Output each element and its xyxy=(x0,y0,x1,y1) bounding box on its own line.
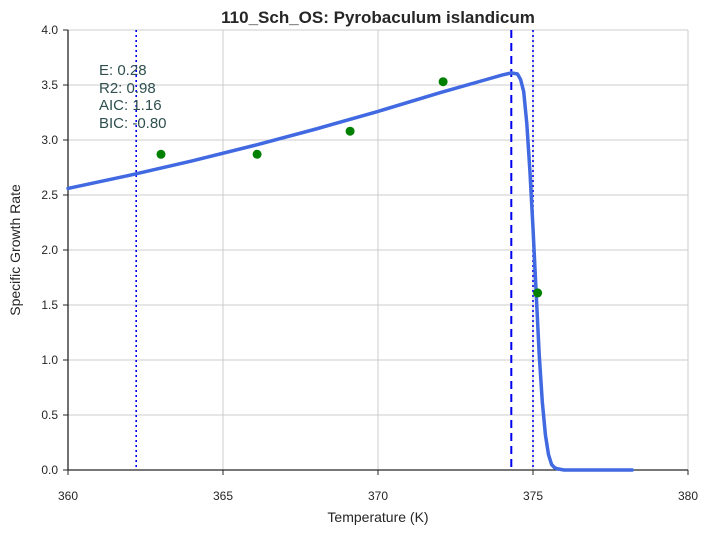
x-tick-label: 360 xyxy=(58,489,78,503)
data-point xyxy=(252,149,262,159)
y-tick-label: 0.5 xyxy=(41,408,58,422)
stats-annotation: E: 0.28 R2: 0.98 AIC: 1.16 BIC: -0.80 xyxy=(99,62,167,132)
y-tick-label: 2.0 xyxy=(41,243,58,257)
data-point xyxy=(438,77,448,87)
y-tick-label: 3.0 xyxy=(41,133,58,147)
data-point xyxy=(156,149,166,159)
data-point xyxy=(533,288,543,298)
fit-curve-group xyxy=(66,71,634,472)
chart-title: 110_Sch_OS: Pyrobaculum islandicum xyxy=(221,8,535,27)
x-tick-label: 370 xyxy=(368,489,388,503)
y-tick-label: 1.5 xyxy=(41,298,58,312)
annotation-bic: BIC: -0.80 xyxy=(99,115,167,132)
x-axis-label: Temperature (K) xyxy=(327,509,428,525)
annotation-e: E: 0.28 xyxy=(99,62,147,79)
y-tick-label: 3.5 xyxy=(41,78,58,92)
y-tick-label: 0.0 xyxy=(41,463,58,477)
x-tick-label: 365 xyxy=(213,489,233,503)
y-tick-label: 4.0 xyxy=(41,23,58,37)
data-point xyxy=(345,126,355,136)
annotation-r2: R2: 0.98 xyxy=(99,80,156,97)
x-tick-label: 375 xyxy=(523,489,543,503)
x-tick-labels: 360 365 370 375 380 xyxy=(58,489,698,503)
y-tick-label: 1.0 xyxy=(41,353,58,367)
grid xyxy=(67,29,689,471)
data-points xyxy=(156,77,543,298)
annotation-aic: AIC: 1.16 xyxy=(99,97,162,114)
y-tick-labels: 0.0 0.5 1.0 1.5 2.0 2.5 3.0 3.5 4.0 xyxy=(41,23,58,477)
y-tick-label: 2.5 xyxy=(41,188,58,202)
x-tick-label: 380 xyxy=(678,489,698,503)
fit-curve xyxy=(66,71,634,472)
y-axis-label: Specific Growth Rate xyxy=(7,184,23,316)
